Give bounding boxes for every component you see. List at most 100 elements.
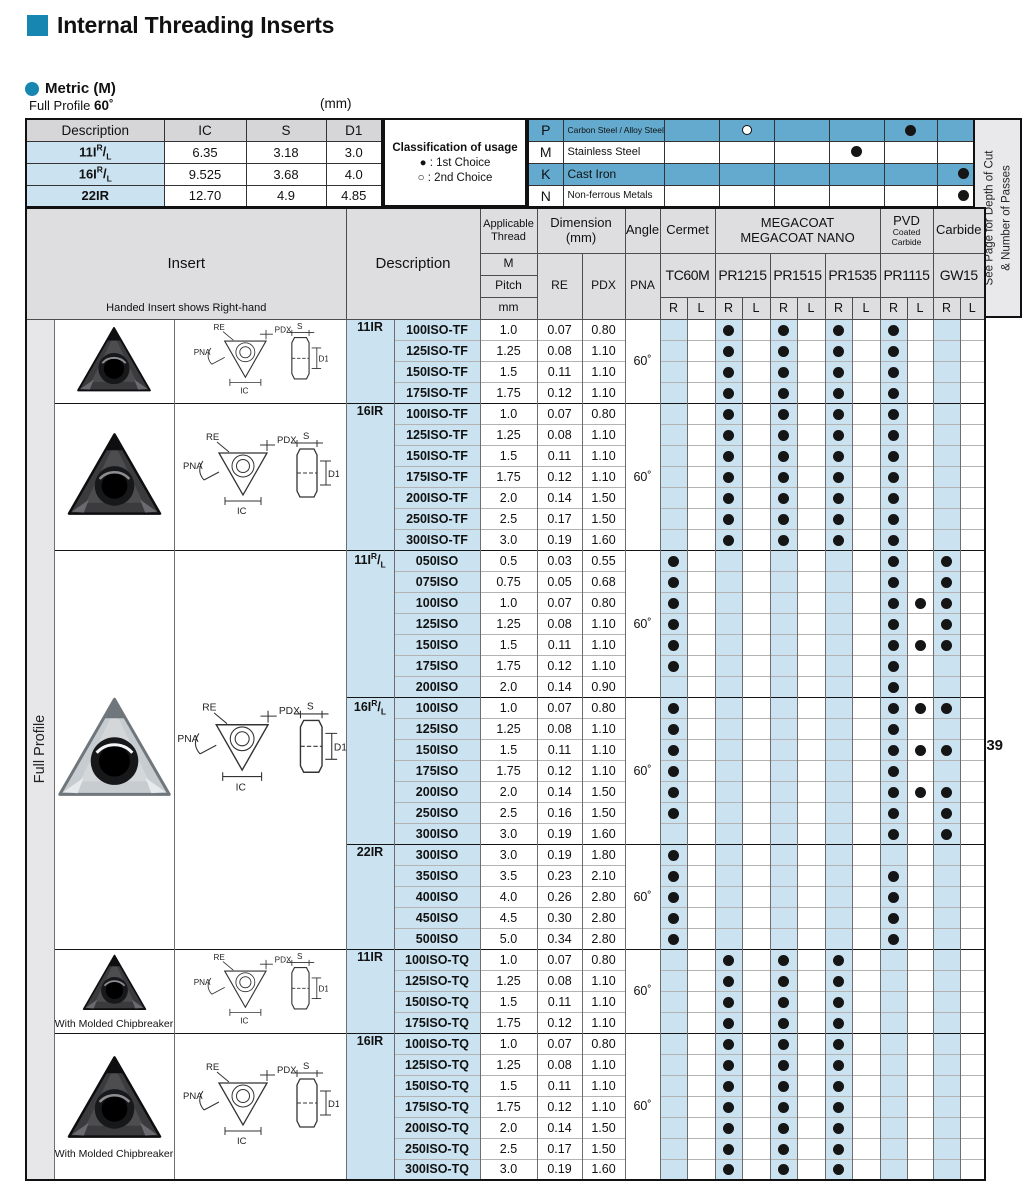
availability-pr1535_r: [824, 717, 853, 739]
first-choice-dot: [778, 996, 789, 1008]
availability-gw15_l: [959, 1011, 986, 1033]
first-choice-dot: [723, 366, 734, 378]
availability-pr1535_l: [851, 990, 881, 1012]
availability-pr1115_r: [879, 969, 908, 991]
insert-row: 16IR/L 100ISO 1.0 0.07 0.80 60˚: [26, 696, 986, 844]
availability-gw15_r: [932, 864, 961, 886]
series-label: 16IR: [345, 402, 395, 550]
pitch-value: 1.0: [479, 948, 538, 970]
label-pna: PNA: [183, 1091, 203, 1102]
pitch-value: 1.0: [479, 696, 538, 718]
pitch-value: 1.25: [479, 612, 538, 634]
availability-gw15_l: [959, 1074, 986, 1096]
first-choice-dot: [888, 597, 899, 609]
insert-description: 075ISO: [393, 570, 481, 592]
spec-row: 16IR/L 9.525 3.68 4.0: [25, 162, 383, 186]
pitch-value: 1.5: [479, 633, 538, 655]
first-choice-dot: [888, 723, 899, 735]
rl-header: R: [714, 296, 743, 320]
first-choice-dot: [723, 954, 734, 966]
classification-second-choice: ○ : 2nd Choice: [417, 171, 493, 184]
availability-tc60m_l: [686, 843, 716, 865]
availability-pr1535_r: [824, 759, 853, 781]
insert-diagram-cell: RE PDX PNA IC S D1: [173, 402, 347, 550]
insert-photo-cell: With Molded Chipbreaker: [53, 948, 175, 1033]
availability-gw15_r: [932, 843, 961, 865]
availability-gw15_l: [959, 423, 986, 445]
availability-pr1115_r: [879, 549, 908, 571]
availability-pr1535_l: [851, 927, 881, 949]
availability-pr1115_l: [906, 1137, 934, 1159]
availability-tc60m_r: [659, 507, 688, 529]
re-value: 0.08: [536, 969, 583, 991]
re-value: 0.14: [536, 1116, 583, 1138]
first-choice-dot: [888, 324, 899, 336]
pitch-value: 3.0: [479, 528, 538, 550]
dimension-line2: (mm): [565, 229, 597, 245]
availability-tc60m_r: [659, 465, 688, 487]
material-name: Cast Iron: [562, 162, 665, 186]
first-choice-dot: [833, 450, 844, 462]
insert-header-caption: Handed Insert shows Right-hand: [106, 301, 267, 314]
first-choice-dot: [833, 1017, 844, 1029]
availability-gw15_l: [959, 465, 986, 487]
pdx-value: 1.60: [581, 822, 626, 844]
availability-pr1215_r: [714, 675, 743, 697]
availability-pr1515_r: [769, 1053, 798, 1075]
availability-tc60m_l: [686, 465, 716, 487]
availability-pr1535_r: [824, 381, 853, 403]
availability-tc60m_l: [686, 633, 716, 655]
availability-pr1215_l: [741, 801, 771, 823]
insert-description: 200ISO-TQ: [393, 1116, 481, 1138]
availability-pr1515_l: [796, 444, 826, 466]
availability-tc60m_r: [659, 990, 688, 1012]
first-choice-dot: [941, 555, 952, 567]
availability-pr1115_l: [906, 843, 934, 865]
insert-row: 175ISO-TF 1.75 0.12 1.10: [26, 381, 986, 403]
insert-description: 150ISO-TQ: [393, 990, 481, 1012]
availability-pr1215_r: [714, 990, 743, 1012]
insert-row: 200ISO-TF 2.0 0.14 1.50: [26, 486, 986, 508]
availability-pr1535_l: [851, 696, 881, 718]
series-label: 11IR: [345, 318, 395, 403]
availability-gw15_r: [932, 1074, 961, 1096]
availability-pr1515_r: [769, 738, 798, 760]
first-choice-dot: [668, 933, 679, 945]
label-pdx: PDX: [275, 325, 292, 334]
availability-tc60m_l: [686, 381, 716, 403]
pitch-value: 1.75: [479, 759, 538, 781]
availability-tc60m_l: [686, 360, 716, 382]
pitch-value: 2.0: [479, 780, 538, 802]
availability-pr1515_l: [796, 570, 826, 592]
material-code: P: [527, 118, 564, 142]
availability-gw15_l: [959, 675, 986, 697]
insert-description: 300ISO: [393, 822, 481, 844]
availability-pr1115_l: [906, 318, 934, 340]
availability-pr1115_l: [906, 402, 934, 424]
usage-pr1115: [883, 140, 938, 164]
availability-tc60m_l: [686, 570, 716, 592]
availability-pr1515_l: [796, 633, 826, 655]
availability-pr1535_r: [824, 990, 853, 1012]
availability-pr1515_l: [796, 864, 826, 886]
availability-pr1515_l: [796, 1074, 826, 1096]
insert-photo-cell: [53, 318, 175, 403]
first-choice-dot: [888, 345, 899, 357]
availability-pr1535_l: [851, 717, 881, 739]
availability-pr1115_l: [906, 486, 934, 508]
availability-gw15_r: [932, 423, 961, 445]
insert-row: 175ISO-TQ 1.75 0.12 1.10: [26, 1095, 986, 1117]
re-value: 0.12: [536, 759, 583, 781]
availability-pr1535_l: [851, 1116, 881, 1138]
availability-pr1535_r: [824, 486, 853, 508]
first-choice-dot: [778, 534, 789, 546]
availability-gw15_l: [959, 1116, 986, 1138]
availability-pr1215_r: [714, 822, 743, 844]
re-value: 0.16: [536, 801, 583, 823]
label-pna: PNA: [183, 461, 203, 472]
availability-pr1535_r: [824, 927, 853, 949]
availability-pr1115_r: [879, 822, 908, 844]
insert-description: 500ISO: [393, 927, 481, 949]
insert-row: 150ISO-TQ 1.5 0.11 1.10: [26, 1074, 986, 1096]
availability-pr1215_r: [714, 948, 743, 970]
